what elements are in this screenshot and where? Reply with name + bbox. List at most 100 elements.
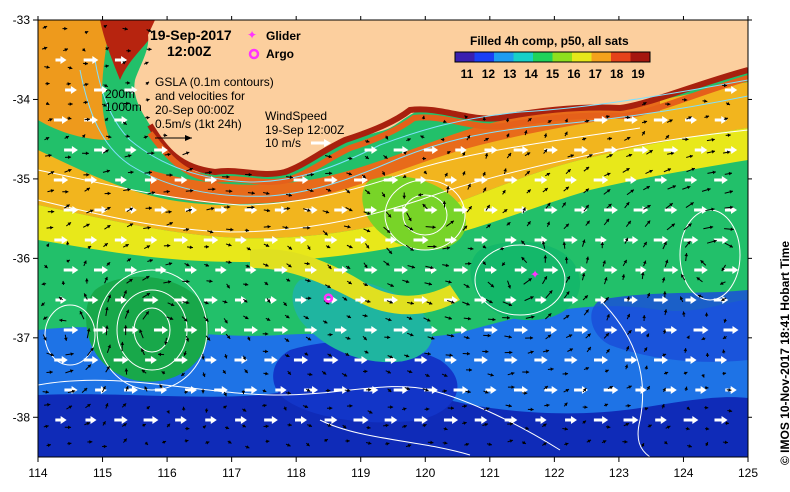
current-arrow [325, 388, 331, 393]
colorbar-title: Filled 4h comp, p50, all sats [470, 34, 629, 48]
current-arrow [63, 48, 69, 52]
current-arrow [105, 403, 109, 409]
current-arrow [327, 264, 332, 270]
current-arrow [245, 445, 250, 449]
wind-arrow [504, 416, 518, 424]
wind-arrow [383, 296, 399, 304]
current-arrow [306, 172, 314, 177]
current-arrow [42, 25, 48, 30]
current-arrow [45, 101, 50, 106]
colorbar-segment [513, 52, 534, 62]
current-arrow [686, 116, 692, 120]
current-arrow [626, 385, 632, 389]
current-arrow [542, 187, 549, 193]
current-arrow [402, 174, 407, 179]
wind-arrow [185, 266, 197, 274]
current-arrow [641, 272, 645, 280]
current-arrow [704, 385, 709, 390]
current-arrow [102, 149, 109, 154]
current-arrow [447, 406, 454, 410]
current-arrow [563, 291, 570, 299]
current-arrow [643, 204, 651, 210]
current-arrow [565, 334, 573, 339]
current-arrow [503, 168, 507, 175]
current-arrow [58, 296, 64, 301]
wind-arrow [383, 176, 399, 184]
current-arrow [683, 348, 688, 353]
wind-arrow [685, 356, 697, 364]
current-arrow [724, 242, 734, 248]
current-arrow [204, 263, 210, 267]
wind-arrow [114, 116, 128, 124]
current-arrow [522, 370, 530, 374]
wind-arrow [365, 206, 377, 214]
wind-arrow [624, 116, 638, 124]
colorbar-segment [455, 52, 475, 62]
current-arrow [79, 310, 85, 320]
current-arrow [507, 371, 515, 376]
current-arrow [66, 222, 72, 227]
current-arrow [724, 227, 734, 231]
colorbar-tick-label: 17 [589, 67, 603, 81]
current-arrow [363, 282, 369, 287]
current-arrow [565, 275, 571, 283]
current-arrow [487, 317, 496, 322]
current-arrow [345, 336, 351, 340]
current-arrow [723, 117, 729, 121]
wind-arrow [505, 236, 517, 244]
current-arrow [206, 279, 213, 283]
wind-arrow [543, 266, 559, 274]
current-arrow [445, 353, 453, 357]
current-arrow [347, 156, 353, 161]
current-arrow [305, 336, 312, 341]
wind-arrow [564, 356, 578, 364]
current-arrow [567, 154, 575, 158]
wind-arrow [204, 176, 218, 184]
current-arrow [204, 245, 209, 249]
ssh-contour [474, 244, 566, 316]
current-arrow [643, 185, 651, 191]
current-arrow [163, 133, 168, 137]
current-arrow [442, 246, 451, 250]
current-arrow [697, 294, 704, 298]
wind-arrow [424, 206, 438, 214]
wind-arrow [633, 206, 649, 214]
wind-arrow [215, 266, 227, 274]
wind-arrow [154, 386, 168, 394]
wind-arrow [623, 416, 639, 424]
current-arrow [166, 410, 170, 414]
current-arrow [483, 137, 489, 142]
gsla-line-1: GSLA (0.1m contours) [155, 75, 274, 89]
current-arrow [465, 389, 471, 394]
current-arrow [404, 386, 411, 391]
current-arrow [246, 205, 255, 210]
current-arrow [545, 334, 552, 340]
ssh-contour [319, 419, 471, 456]
current-arrow [321, 370, 327, 375]
current-arrow [581, 239, 586, 247]
land-fringe-orange [147, 75, 748, 185]
current-arrow [482, 349, 489, 354]
current-arrow [644, 220, 651, 228]
current-arrow [401, 407, 407, 411]
y-tick-label: -37 [13, 331, 31, 345]
current-arrow [66, 259, 71, 264]
wind-arrow [423, 146, 439, 154]
current-arrow [724, 205, 734, 210]
wind-arrow [603, 386, 619, 394]
wind-arrow [694, 266, 708, 274]
current-arrow [482, 261, 487, 266]
current-arrow [446, 299, 455, 304]
wind-arrow [534, 356, 548, 364]
colorbar-tick-label: 18 [610, 67, 624, 81]
current-arrow [402, 279, 410, 284]
current-arrow [66, 82, 71, 86]
wind-arrow [154, 146, 168, 154]
wind-arrow [414, 356, 428, 364]
current-arrow [523, 277, 532, 285]
current-arrow [247, 336, 251, 341]
current-arrow [122, 121, 128, 125]
wind-arrow [114, 56, 128, 64]
wind-arrow [724, 86, 738, 94]
current-arrow [506, 133, 510, 138]
